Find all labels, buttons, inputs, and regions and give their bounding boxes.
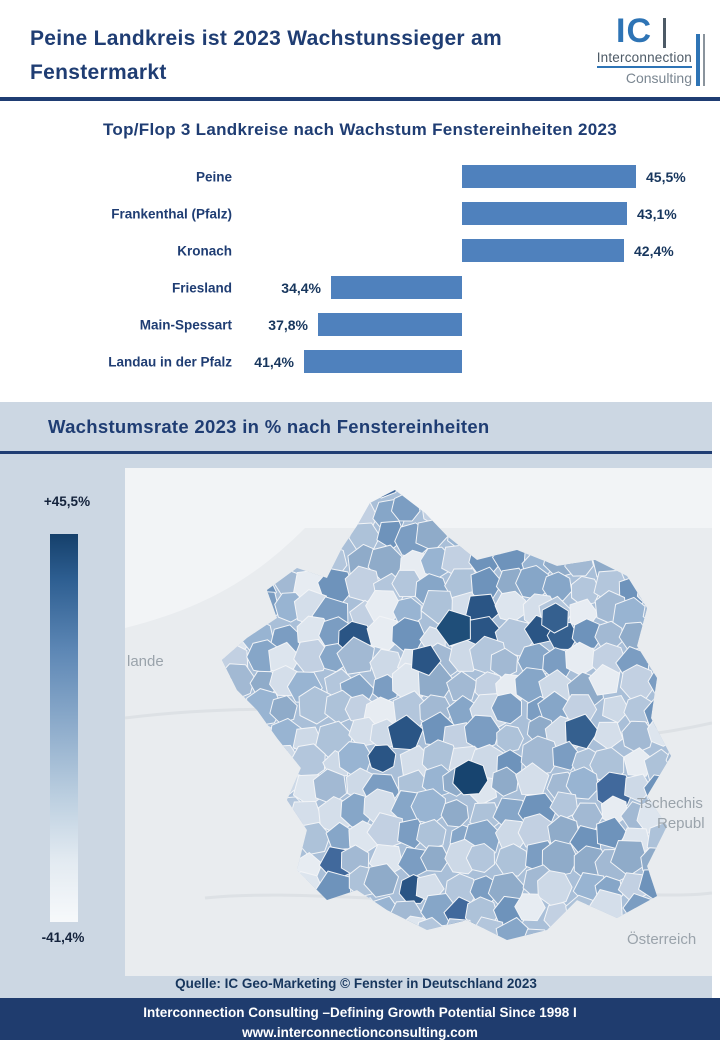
bar-row-friesland: Friesland 34,4%: [0, 269, 720, 306]
logo-divider-bar: [663, 18, 666, 48]
bar: [304, 350, 462, 373]
map-label-oesterreich: Österreich: [627, 930, 696, 948]
page-title: Peine Landkreis ist 2023 Wachstunssieger…: [30, 22, 590, 90]
bar-value: 43,1%: [637, 205, 677, 222]
bar-category-label: Friesland: [171, 280, 232, 295]
bar-row-peine: Peine 45,5%: [0, 158, 720, 195]
bar-value: 37,8%: [268, 316, 308, 333]
bar-chart-title: Top/Flop 3 Landkreise nach Wachstum Fens…: [102, 120, 617, 139]
legend-max-label: +45,5%: [43, 494, 91, 509]
footer-slogan: Interconnection Consulting –Defining Gro…: [143, 1005, 577, 1020]
germany-map-svg: lande Tschechis Republ Österreich: [124, 468, 713, 976]
bar: [462, 202, 627, 225]
footer-band: Interconnection Consulting –Defining Gro…: [0, 998, 720, 1040]
bar-row-frankenthal: Frankenthal (Pfalz) 43,1%: [0, 195, 720, 232]
map-label-tschechische: Tschechis: [637, 795, 703, 812]
bar: [462, 165, 636, 188]
bar: [318, 313, 462, 336]
footer-website-link[interactable]: www.interconnectionconsulting.com: [242, 1024, 478, 1040]
bar-category-label: Kronach: [177, 243, 232, 258]
logo-company-suffix: Consulting: [625, 70, 692, 86]
color-scale-legend: [50, 534, 78, 922]
page-title-line1: Peine Landkreis ist 2023 Wachstunssieger…: [30, 27, 502, 50]
bar-row-landau: Landau in der Pfalz 41,4%: [0, 343, 720, 380]
bar-category-label: Main-Spessart: [139, 317, 232, 332]
map-title: Wachstumsrate 2023 in % nach Fenstereinh…: [48, 416, 490, 437]
bar-row-main-spessart: Main-Spessart 37,8%: [0, 306, 720, 343]
page-title-line2: Fenstermarkt: [30, 61, 167, 85]
source-line: Quelle: IC Geo-Marketing © Fenster in De…: [175, 976, 537, 991]
bar: [462, 239, 624, 262]
bar-row-kronach: Kronach 42,4%: [0, 232, 720, 269]
bar-category-label: Peine: [195, 169, 232, 184]
map-label-republik: Republ: [657, 815, 705, 832]
bar-category-label: Frankenthal (Pfalz): [111, 206, 232, 221]
bar-value: 41,4%: [254, 353, 294, 370]
company-logo: IC Interconnection Consulting: [556, 12, 706, 92]
bar-value: 34,4%: [281, 279, 321, 296]
logo-company-name: Interconnection: [596, 50, 692, 68]
bar: [331, 276, 462, 299]
bar-category-label: Landau in der Pfalz: [108, 354, 232, 369]
sea-area-west: [125, 528, 305, 628]
legend-min-label: -41,4%: [41, 930, 85, 945]
bar-value: 42,4%: [634, 242, 674, 259]
logo-vertical-bars-icon: [696, 34, 706, 86]
map-label-niederlande: lande: [127, 653, 164, 670]
map-title-divider: [0, 451, 712, 454]
logo-ic-mark: IC: [616, 12, 652, 50]
map-panel: Wachstumsrate 2023 in % nach Fenstereinh…: [0, 402, 713, 998]
germany-choropleth-map: lande Tschechis Republ Österreich: [124, 468, 713, 976]
header-divider: [0, 97, 720, 101]
top-flop-bar-chart: Peine 45,5% Frankenthal (Pfalz) 43,1% Kr…: [0, 158, 720, 382]
bar-value: 45,5%: [646, 168, 686, 185]
